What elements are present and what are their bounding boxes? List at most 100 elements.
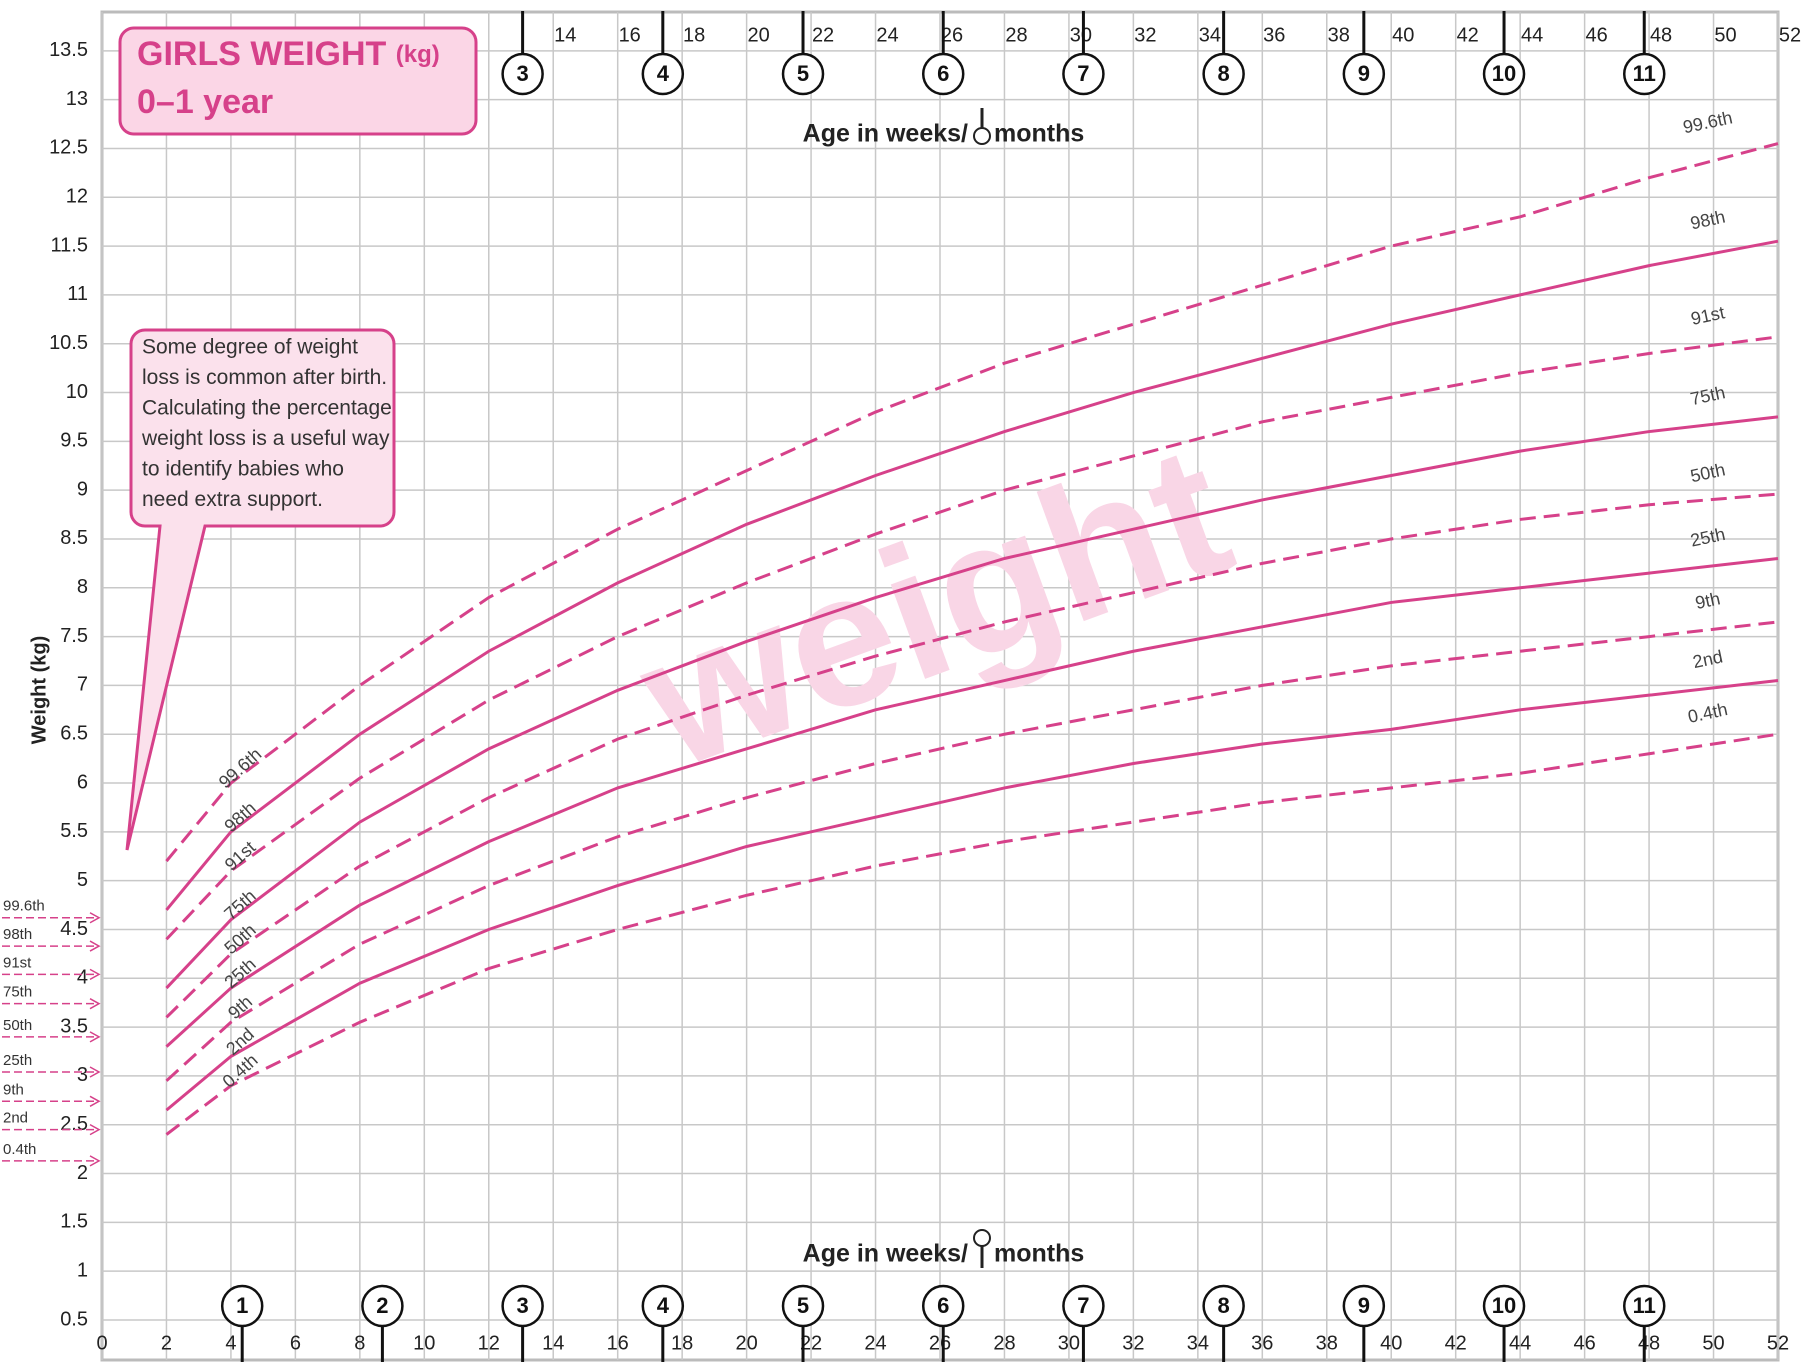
x-tick-label-top: 22 [812, 24, 834, 46]
x-tick-label: 10 [413, 1332, 435, 1354]
y-tick-label: 2.5 [60, 1113, 88, 1135]
note-line: Calculating the percentage [142, 397, 392, 420]
y-tick-label: 6.5 [60, 723, 88, 745]
percentile-line [165, 556, 1779, 1048]
month-label: 11 [1633, 1293, 1656, 1318]
x-tick-label: 44 [1509, 1332, 1531, 1354]
x-axis-label-months: months [994, 1240, 1084, 1268]
x-axis-label-bottom: Age in weeks/ months [803, 1229, 1084, 1268]
month-marker [1342, 52, 1386, 96]
y-tick-label: 12.5 [49, 137, 88, 159]
birth-label: 98th [3, 926, 32, 943]
month-label: 9 [1358, 61, 1370, 86]
month-label: 4 [657, 1293, 670, 1318]
percentile-line [165, 335, 1779, 941]
month-marker [1062, 52, 1105, 96]
arrow-head [89, 940, 101, 952]
percentile-line [165, 492, 1779, 1019]
x-tick-label-top: 30 [1070, 24, 1092, 46]
x-tick-label: 6 [290, 1332, 301, 1354]
arrow-head [89, 1095, 101, 1107]
x-tick-label: 32 [1122, 1332, 1144, 1354]
y-tick-label: 8 [77, 576, 88, 598]
x-tick-label-top: 34 [1199, 24, 1221, 46]
x-tick-label-top: 38 [1328, 24, 1350, 46]
y-tick-label: 12 [66, 186, 88, 208]
note-box: Some degree of weight loss is common afte… [125, 328, 396, 851]
y-tick-label: 13 [66, 88, 88, 110]
month-label: 9 [1358, 1293, 1370, 1318]
month-label: 7 [1077, 61, 1089, 86]
y-tick-label: 1 [77, 1259, 88, 1281]
month-label: 8 [1218, 1293, 1230, 1318]
x-tick-label-top: 28 [1005, 24, 1027, 46]
x-tick-label-top: 46 [1585, 24, 1607, 46]
month-label: 7 [1077, 1293, 1089, 1318]
x-tick-label: 24 [864, 1332, 886, 1354]
title-unit: (kg) [396, 41, 440, 68]
y-tick-label: 2 [77, 1162, 88, 1184]
x-tick-label: 26 [929, 1332, 951, 1354]
arrow-head [89, 1123, 101, 1136]
arrow-head [89, 1066, 101, 1078]
percentile-label: 75th [220, 886, 259, 924]
x-tick-label: 4 [225, 1332, 236, 1354]
percentile-label: 98th [1689, 207, 1727, 234]
x-tick-label: 52 [1767, 1332, 1789, 1354]
x-axis-label-top: Age in weeks/ months [803, 108, 1084, 148]
x-tick-label: 18 [671, 1332, 693, 1354]
y-tick-label: 11.5 [51, 234, 88, 256]
month-label: 2 [376, 1293, 388, 1318]
x-tick-label: 30 [1058, 1332, 1080, 1354]
percentile-label: 99.6th [1681, 107, 1734, 137]
icon [973, 1229, 991, 1247]
y-tick-label: 3 [77, 1064, 88, 1086]
x-tick-label: 46 [1573, 1332, 1595, 1354]
percentile-label: 50th [1689, 459, 1727, 486]
percentile-label: 75th [1689, 382, 1727, 409]
month-marker [1482, 1284, 1526, 1328]
month-marker [361, 1284, 404, 1328]
y-tick-label: 3.5 [60, 1015, 88, 1037]
birth-label: 99.6th [3, 898, 45, 915]
month-label: 6 [937, 1293, 949, 1318]
y-tick-label: 9 [77, 478, 88, 500]
x-tick-label-top: 24 [876, 24, 898, 46]
birth-label: 50th [3, 1017, 32, 1034]
month-marker [501, 52, 544, 96]
y-tick-label: 10 [66, 381, 88, 403]
x-tick-label-top: 16 [619, 24, 641, 46]
month-marker [921, 1284, 965, 1328]
x-tick-label-top: 50 [1714, 24, 1736, 46]
x-tick-label-top: 44 [1521, 24, 1543, 46]
note-line: need extra support. [142, 488, 323, 511]
x-tick-label: 20 [735, 1332, 757, 1354]
title-background [118, 26, 478, 136]
month-label: 10 [1492, 61, 1516, 86]
y-tick-label: 11 [67, 283, 88, 305]
birth-label: 9th [3, 1081, 24, 1098]
percentile-label: 99.6th [215, 744, 266, 792]
x-tick-label: 14 [542, 1332, 564, 1354]
month-marker [1622, 1284, 1666, 1328]
percentile-label: 9th [1693, 588, 1722, 613]
month-label: 5 [797, 61, 809, 86]
month-marker [220, 1284, 264, 1328]
watermark: weight [615, 404, 1254, 809]
birth-label: 75th [3, 984, 32, 1001]
x-tick-label: 36 [1251, 1332, 1273, 1354]
note-bubble [125, 328, 396, 851]
percentile-label: 2nd [1691, 646, 1725, 672]
month-label: 11 [1633, 61, 1656, 86]
arrow-head [89, 1031, 101, 1043]
month-marker [781, 1284, 825, 1328]
subtitle: 0–1 year [137, 83, 273, 121]
percentile-label: 9th [224, 991, 256, 1023]
percentile-line [165, 679, 1779, 1112]
percentile-line [165, 620, 1779, 1082]
month-marker [781, 52, 825, 96]
x-axis-label: Age in weeks/ [803, 1240, 968, 1268]
y-tick-label: 9.5 [60, 430, 88, 452]
note-line: Some degree of weight [142, 336, 358, 359]
